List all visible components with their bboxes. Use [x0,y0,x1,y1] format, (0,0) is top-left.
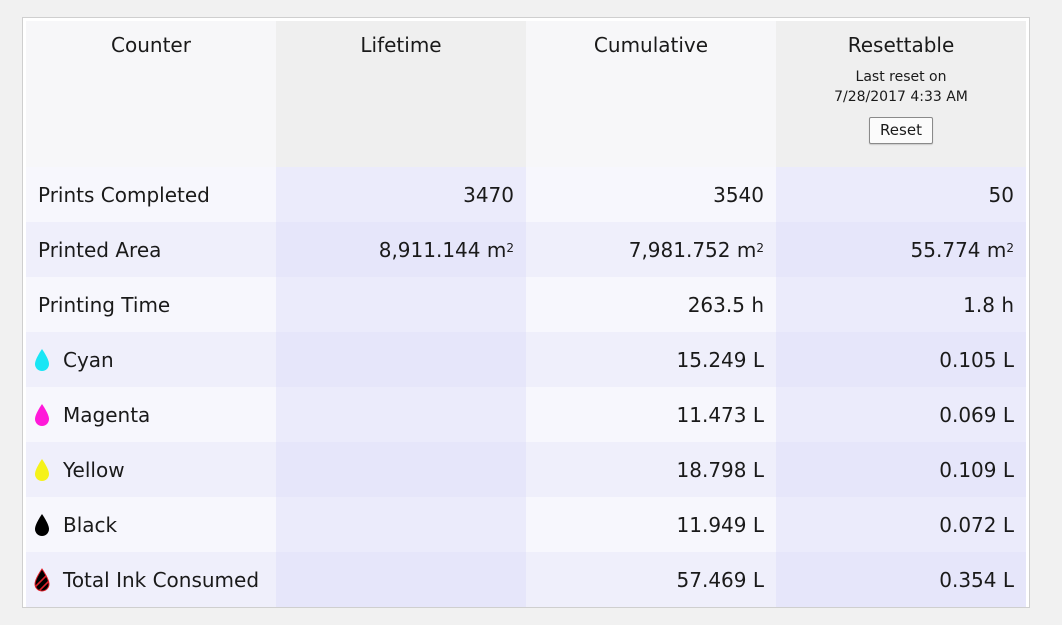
row-cumulative-cell: 3540 [526,167,776,222]
table-row: Printed Area 8,911.144 m 2 7,981.752 m 2 55.7… [26,222,1026,277]
row-cumulative-value: 11.949 L [676,512,764,537]
row-cumulative-value: 18.798 L [676,457,764,482]
unit-superscript: 2 [756,240,764,255]
row-resettable-cell: 1.8 h [776,277,1026,332]
row-resettable-cell: 0.105 L [776,332,1026,387]
header-cumulative: Cumulative [526,21,776,167]
row-resettable-value: 0.069 L [939,402,1014,427]
last-reset-date: 7/28/2017 4:33 AM [834,89,968,105]
table-row: Black 11.949 L 0.072 L [26,497,1026,552]
table-row: Total Ink Consumed 57.469 L 0.354 L [26,552,1026,607]
row-lifetime-cell [276,497,526,552]
row-resettable-cell: 0.109 L [776,442,1026,497]
row-resettable-cell: 0.072 L [776,497,1026,552]
table-row: Cyan 15.249 L 0.105 L [26,332,1026,387]
row-lifetime-cell [276,442,526,497]
row-resettable-value: 1.8 h [963,292,1014,317]
last-reset-info: Last reset on 7/28/2017 4:33 AM [776,67,1026,107]
black-ink-drop-icon [35,513,63,537]
row-label-cell: Prints Completed [26,167,276,222]
row-label-cell: Cyan [26,332,276,387]
header-counter: Counter [26,21,276,167]
reset-button[interactable]: Reset [869,117,933,144]
row-label: Yellow [63,457,125,482]
row-label: Printed Area [38,237,162,262]
table-row: Magenta 11.473 L 0.069 L [26,387,1026,442]
row-label: Black [63,512,118,537]
row-cumulative-value: 263.5 h [687,292,764,317]
table-body: Prints Completed 3470 3540 50 Printed Area 8,… [26,167,1026,607]
header-resettable-column: Resettable Last reset on 7/28/2017 4:33 … [776,21,1026,167]
row-label-cell: Yellow [26,442,276,497]
row-lifetime-cell [276,552,526,607]
row-cumulative-cell: 18.798 L [526,442,776,497]
row-cumulative-value: 3540 [713,182,764,207]
row-resettable-value: 0.354 L [939,567,1014,592]
table-header: Counter Lifetime Cumulative Resettable L… [26,21,1026,167]
row-resettable-value: 0.072 L [939,512,1014,537]
row-lifetime-cell: 3470 [276,167,526,222]
row-cumulative-cell: 263.5 h [526,277,776,332]
row-label: Prints Completed [38,182,210,207]
row-resettable-value: 0.105 L [939,347,1014,372]
row-resettable-cell: 50 [776,167,1026,222]
row-cumulative-cell: 11.949 L [526,497,776,552]
row-label-cell: Black [26,497,276,552]
row-label-cell: Total Ink Consumed [26,552,276,607]
row-label: Printing Time [38,292,171,317]
row-lifetime-cell [276,332,526,387]
unit-superscript: 2 [506,240,514,255]
counters-panel: Counter Lifetime Cumulative Resettable L… [22,17,1030,608]
row-lifetime-value: 3470 [463,182,514,207]
row-label: Total Ink Consumed [63,567,260,592]
row-label-cell: Printed Area [26,222,276,277]
row-cumulative-value: 57.469 L [676,567,764,592]
row-resettable-value: 55.774 m [910,237,1007,262]
row-resettable-cell: 0.354 L [776,552,1026,607]
last-reset-label: Last reset on [855,69,947,85]
row-lifetime-cell [276,387,526,442]
row-label: Cyan [63,347,114,372]
table-row: Yellow 18.798 L 0.109 L [26,442,1026,497]
row-label: Magenta [63,402,151,427]
row-label-cell: Printing Time [26,277,276,332]
row-cumulative-value: 7,981.752 m [628,237,757,262]
yellow-ink-drop-icon [35,458,63,482]
row-cumulative-cell: 57.469 L [526,552,776,607]
row-cumulative-value: 15.249 L [676,347,764,372]
total-ink-drop-icon [34,567,63,592]
row-cumulative-value: 11.473 L [676,402,764,427]
header-resettable: Resettable [847,33,955,57]
row-lifetime-value: 8,911.144 m [378,237,507,262]
counters-table: Counter Lifetime Cumulative Resettable L… [26,21,1026,607]
table-row: Printing Time 263.5 h 1.8 h [26,277,1026,332]
row-resettable-cell: 0.069 L [776,387,1026,442]
row-lifetime-cell [276,277,526,332]
row-resettable-value: 0.109 L [939,457,1014,482]
row-cumulative-cell: 11.473 L [526,387,776,442]
table-row: Prints Completed 3470 3540 50 [26,167,1026,222]
row-resettable-value: 50 [988,182,1014,207]
row-label-cell: Magenta [26,387,276,442]
unit-superscript: 2 [1006,240,1014,255]
cyan-ink-drop-icon [35,348,63,372]
magenta-ink-drop-icon [35,403,63,427]
header-lifetime: Lifetime [276,21,526,167]
row-cumulative-cell: 15.249 L [526,332,776,387]
